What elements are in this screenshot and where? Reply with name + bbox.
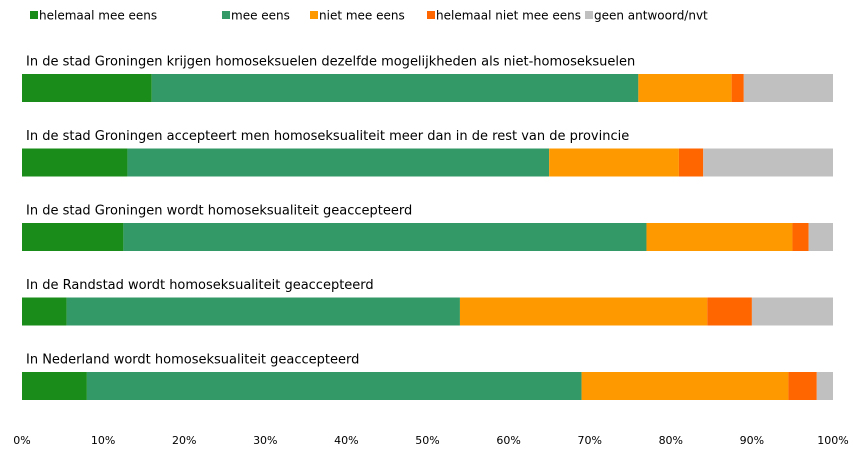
bar-segment bbox=[123, 223, 647, 251]
bar-segment bbox=[22, 372, 87, 400]
legend-label: helemaal niet mee eens bbox=[436, 9, 581, 23]
bar-segment bbox=[678, 148, 704, 177]
x-tick-label: 100% bbox=[817, 434, 848, 447]
legend-label: mee eens bbox=[231, 9, 290, 23]
bar-segment bbox=[581, 372, 789, 400]
legend-swatch bbox=[222, 11, 230, 19]
legend-label: niet mee eens bbox=[319, 9, 405, 23]
bar-segment bbox=[638, 74, 732, 102]
bar-segment bbox=[22, 223, 124, 251]
category-label: In de stad Groningen wordt homoseksualit… bbox=[26, 204, 412, 219]
bar-segment bbox=[703, 148, 833, 177]
bar-segment bbox=[751, 297, 833, 326]
bar-segment bbox=[743, 74, 833, 102]
bar-segment bbox=[22, 148, 128, 177]
bar-segment bbox=[549, 148, 679, 177]
legend-swatch bbox=[585, 11, 593, 19]
x-tick-label: 70% bbox=[577, 434, 601, 447]
bar-segment bbox=[459, 297, 708, 326]
bar-segment bbox=[127, 148, 550, 177]
legend-swatch bbox=[30, 11, 38, 19]
category-label: In Nederland wordt homoseksualiteit geac… bbox=[26, 353, 359, 368]
legend-swatch bbox=[427, 11, 435, 19]
bar-segment bbox=[707, 297, 752, 326]
bar-segment bbox=[22, 74, 152, 102]
x-tick-label: 20% bbox=[172, 434, 196, 447]
x-tick-label: 30% bbox=[253, 434, 277, 447]
bar-segment bbox=[86, 372, 582, 400]
bar-segment bbox=[151, 74, 639, 102]
category-label: In de stad Groningen accepteert men homo… bbox=[26, 129, 629, 144]
bar-segment bbox=[788, 372, 817, 400]
category-label: In de stad Groningen krijgen homoseksuel… bbox=[26, 55, 635, 70]
x-tick-label: 60% bbox=[496, 434, 520, 447]
x-tick-label: 40% bbox=[334, 434, 358, 447]
category-label: In de Randstad wordt homoseksualiteit ge… bbox=[26, 278, 374, 293]
x-tick-label: 10% bbox=[91, 434, 115, 447]
bar-segment bbox=[808, 223, 833, 251]
legend-label: geen antwoord/nvt bbox=[594, 9, 708, 23]
legend-label: helemaal mee eens bbox=[39, 9, 157, 23]
bar-segment bbox=[646, 223, 793, 251]
legend-swatch bbox=[310, 11, 318, 19]
x-tick-label: 50% bbox=[415, 434, 439, 447]
x-tick-label: 80% bbox=[659, 434, 683, 447]
bar-segment bbox=[66, 297, 460, 326]
bar-segment bbox=[731, 74, 744, 102]
x-tick-label: 90% bbox=[740, 434, 764, 447]
bar-segment bbox=[792, 223, 809, 251]
bar-segment bbox=[816, 372, 833, 400]
bar-segment bbox=[22, 297, 67, 326]
x-tick-label: 0% bbox=[13, 434, 30, 447]
